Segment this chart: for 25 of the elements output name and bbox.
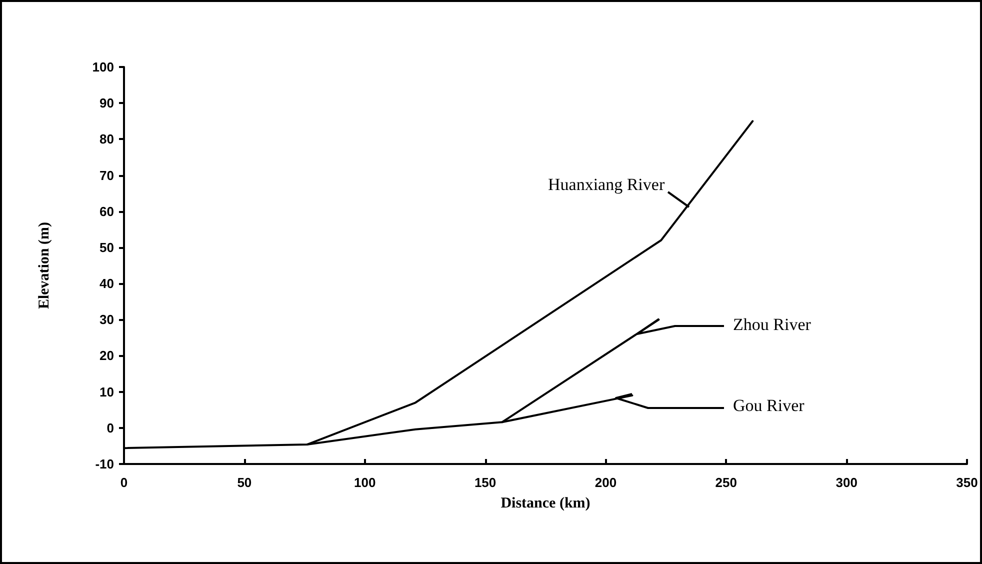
x-tick-label: 50 — [237, 475, 252, 490]
x-tick-label: 200 — [594, 475, 617, 490]
x-tick-label: 100 — [354, 475, 376, 490]
y-tick-label: 30 — [100, 312, 114, 328]
y-tick-label: 80 — [100, 132, 114, 147]
x-tick-label: 350 — [956, 475, 978, 490]
y-tick-label: 100 — [92, 60, 114, 74]
text: Zhou River — [733, 315, 811, 334]
x-tick-label: 300 — [836, 475, 858, 490]
x-axis-title: Distance (km) — [500, 496, 590, 512]
y-tick-label: 50 — [100, 240, 114, 255]
y-tick-label: 90 — [100, 96, 114, 111]
y-tick-label: 0 — [106, 420, 114, 436]
y-tick-label: -10 — [95, 456, 114, 472]
x-tick-label: 0 — [120, 475, 128, 490]
y-tick-label: 70 — [100, 168, 114, 183]
y-tick-label: 20 — [100, 348, 114, 364]
y-tick-label: 40 — [100, 276, 114, 292]
text: Gou River — [733, 396, 804, 415]
series-label: Huanxiang River — [548, 175, 665, 194]
y-tick-label: 10 — [100, 384, 114, 400]
x-tick-label: 250 — [715, 475, 737, 490]
x-tick-label: 150 — [474, 475, 496, 490]
y-tick-label: 60 — [100, 204, 114, 219]
y-axis-title: Elevation (m) — [36, 222, 52, 310]
